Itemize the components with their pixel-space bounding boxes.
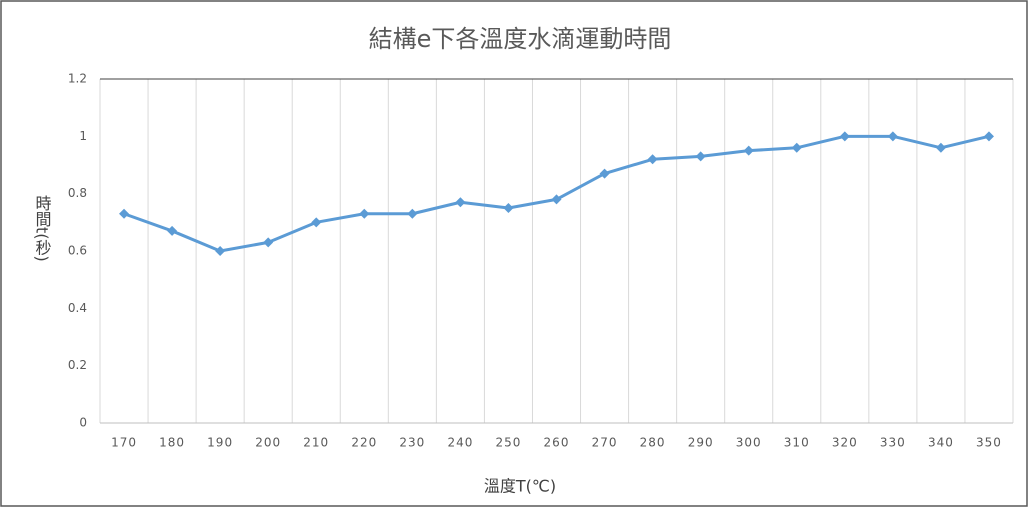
x-tick-label: 320: [832, 436, 858, 450]
data-marker: [359, 208, 370, 219]
data-marker: [839, 131, 850, 142]
x-axis-title: 溫度T(℃): [484, 477, 556, 496]
data-marker: [647, 154, 658, 165]
x-tick-label: 240: [447, 436, 473, 450]
data-marker: [215, 246, 226, 256]
data-marker: [599, 168, 610, 179]
x-tick-label: 330: [880, 436, 906, 450]
x-tick-label: 170: [111, 436, 137, 450]
x-tick-label: 280: [640, 436, 666, 450]
y-tick-label: 0.2: [68, 358, 87, 372]
data-marker: [407, 208, 418, 219]
x-tick-label: 270: [592, 436, 618, 450]
data-marker: [887, 131, 898, 142]
data-marker: [263, 237, 274, 248]
x-tick-label: 310: [784, 436, 810, 450]
x-tick-label: 210: [303, 436, 329, 450]
y-axis-title: 時間t(秒): [33, 195, 52, 262]
data-marker: [695, 151, 706, 162]
x-tick-label: 340: [928, 436, 954, 450]
x-tick-label: 250: [495, 436, 521, 450]
data-marker: [743, 145, 754, 156]
data-marker: [503, 203, 514, 213]
x-tick-label: 230: [399, 436, 425, 450]
data-marker: [983, 131, 994, 142]
x-tick-label: 200: [255, 436, 281, 450]
chart-title: 結構e下各溫度水滴運動時間: [369, 25, 672, 53]
x-tick-label: 220: [351, 436, 377, 450]
x-tick-label: 350: [976, 436, 1002, 450]
y-tick-label: 0: [79, 416, 87, 430]
data-marker: [551, 194, 562, 205]
data-marker: [167, 225, 178, 236]
y-tick-label: 1: [79, 129, 87, 143]
y-tick-label: 0.8: [68, 186, 87, 200]
x-tick-label: 300: [736, 436, 762, 450]
data-marker: [791, 142, 802, 153]
data-marker: [311, 217, 322, 228]
y-tick-label: 0.6: [68, 244, 87, 258]
x-tick-label: 180: [159, 436, 185, 450]
data-marker: [119, 208, 130, 219]
x-tick-label: 290: [688, 436, 714, 450]
y-tick-label: 1.2: [68, 72, 87, 86]
y-tick-label: 0.4: [68, 301, 87, 315]
x-tick-label: 190: [207, 436, 233, 450]
x-tick-label: 260: [544, 436, 570, 450]
data-marker: [935, 142, 946, 153]
data-marker: [455, 197, 466, 208]
